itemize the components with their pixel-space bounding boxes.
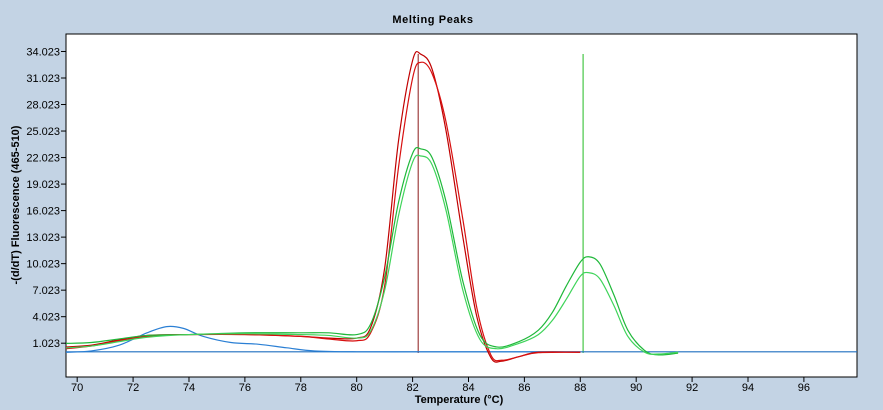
x-tick-label: 96 (798, 382, 810, 394)
y-tick-label: 1.023 (32, 338, 60, 350)
x-tick-label: 92 (686, 382, 698, 394)
y-axis-label: -(d/dT) Fluorescence (465-510) (10, 125, 22, 284)
chart-title: Melting Peaks (392, 14, 473, 26)
x-tick-label: 76 (239, 382, 251, 394)
series-line-green-sample-2 (65, 154, 679, 355)
y-tick-label: 4.023 (32, 312, 60, 324)
plot-area (65, 33, 858, 378)
y-tick-label: 10.023 (26, 259, 60, 271)
peak-markers (417, 54, 584, 353)
y-tick-label: 19.023 (26, 179, 60, 191)
x-tick-label: 70 (71, 382, 83, 394)
y-tick-label: 34.023 (26, 46, 60, 58)
y-tick-label: 13.023 (26, 232, 60, 244)
x-tick-label: 94 (742, 382, 754, 394)
y-tick-label: 28.023 (26, 100, 60, 112)
x-tick-label: 82 (406, 382, 418, 394)
y-tick-label: 22.023 (26, 153, 60, 165)
x-tick-label: 78 (295, 382, 307, 394)
x-axis-label: Temperature (°C) (415, 394, 504, 406)
x-tick-label: 72 (127, 382, 139, 394)
y-tick-label: 7.023 (32, 285, 60, 297)
x-tick-label: 90 (630, 382, 642, 394)
x-tick-label: 86 (518, 382, 530, 394)
y-tick-label: 16.023 (26, 206, 60, 218)
series-lines (65, 50, 857, 363)
x-tick-label: 74 (183, 382, 195, 394)
x-tick-label: 88 (574, 382, 586, 394)
y-tick-label: 31.023 (26, 73, 60, 85)
x-tick-label: 80 (351, 382, 363, 394)
x-tick-label: 84 (462, 382, 474, 394)
x-axis-ticks: 70 72 74 76 78 80 82 84 86 88 90 92 94 96 (71, 377, 810, 394)
series-line-green-sample-1 (65, 146, 679, 356)
y-axis-ticks: 1.023 4.023 7.023 10.023 13.023 16.023 19.023 2… (26, 46, 66, 350)
y-tick-label: 25.023 (26, 126, 60, 138)
